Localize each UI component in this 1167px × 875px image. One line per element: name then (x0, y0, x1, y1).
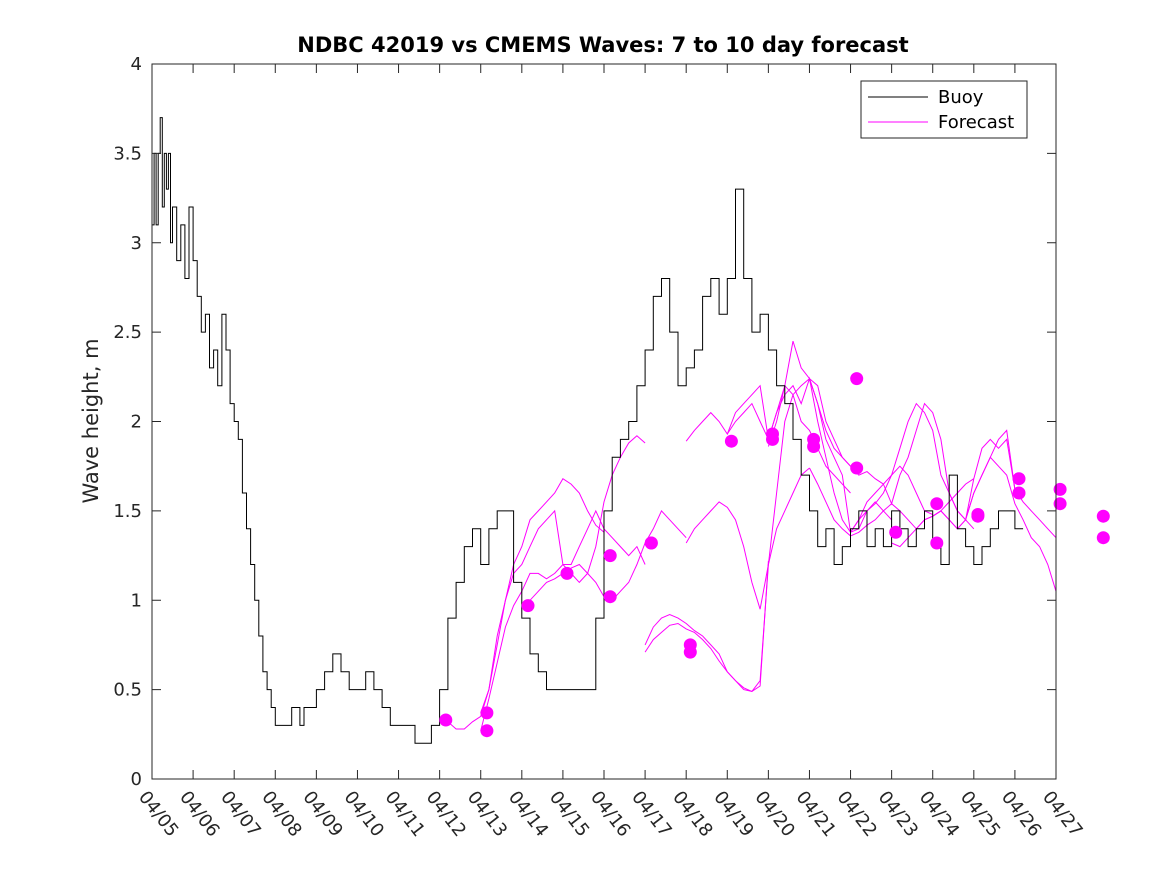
chart-title: NDBC 42019 vs CMEMS Waves: 7 to 10 day f… (297, 33, 908, 57)
y-tick-label: 3.5 (113, 143, 142, 164)
forecast-marker (521, 599, 535, 613)
forecast-trace-line (932, 429, 1057, 539)
forecast-marker (480, 724, 494, 738)
forecast-marker (724, 434, 738, 448)
forecast-marker (1096, 509, 1110, 523)
forecast-trace-line (685, 377, 851, 610)
forecast-marker (850, 372, 864, 386)
forecast-marker (889, 525, 903, 539)
legend: Buoy Forecast (860, 80, 1028, 139)
buoy-series-line (152, 117, 1024, 744)
y-tick-labels: 0 0.5 1 1.5 2 2.5 3 3.5 4 (113, 54, 142, 790)
y-tick-label: 0.5 (113, 680, 142, 701)
y-axis-label: Wave height, m (79, 338, 103, 503)
forecast-marker (1053, 497, 1067, 511)
plot-area (152, 64, 1056, 779)
forecast-trace-line (439, 477, 605, 730)
legend-box (860, 80, 1028, 139)
forecast-marker (766, 432, 779, 446)
forecast-marker (644, 536, 658, 550)
y-tick-label: 1.5 (113, 501, 142, 522)
forecast-marker (480, 706, 494, 720)
forecast-trace-line (644, 560, 769, 692)
legend-forecast-label: Forecast (938, 112, 1014, 133)
data-layer (152, 117, 1110, 744)
forecast-marker (850, 461, 864, 475)
forecast-trace-line (850, 402, 1016, 533)
axes-background (152, 64, 1056, 779)
y-tick-label: 4 (131, 54, 142, 75)
forecast-marker (439, 713, 453, 727)
y-tick-label: 1 (131, 590, 142, 611)
forecast-marker (930, 497, 944, 511)
forecast-trace-line (480, 509, 646, 731)
axes-layer (151, 63, 1057, 780)
forecast-marker (683, 645, 697, 659)
y-tick-label: 2.5 (113, 322, 142, 343)
legend-buoy-label: Buoy (938, 87, 984, 108)
y-tick-label: 3 (131, 233, 142, 254)
forecast-marker (1053, 482, 1067, 496)
y-tick-label: 2 (131, 412, 142, 433)
forecast-marker (603, 590, 617, 604)
y-tick-label: 0 (131, 769, 142, 790)
forecast-marker (603, 549, 617, 563)
forecast-marker (930, 536, 944, 550)
forecast-marker (1012, 472, 1026, 486)
forecast-marker (1012, 486, 1026, 500)
forecast-marker (560, 566, 574, 580)
forecast-marker (1096, 531, 1110, 545)
forecast-marker (971, 509, 985, 523)
forecast-trace-line (809, 378, 975, 530)
forecast-marker (807, 440, 821, 453)
